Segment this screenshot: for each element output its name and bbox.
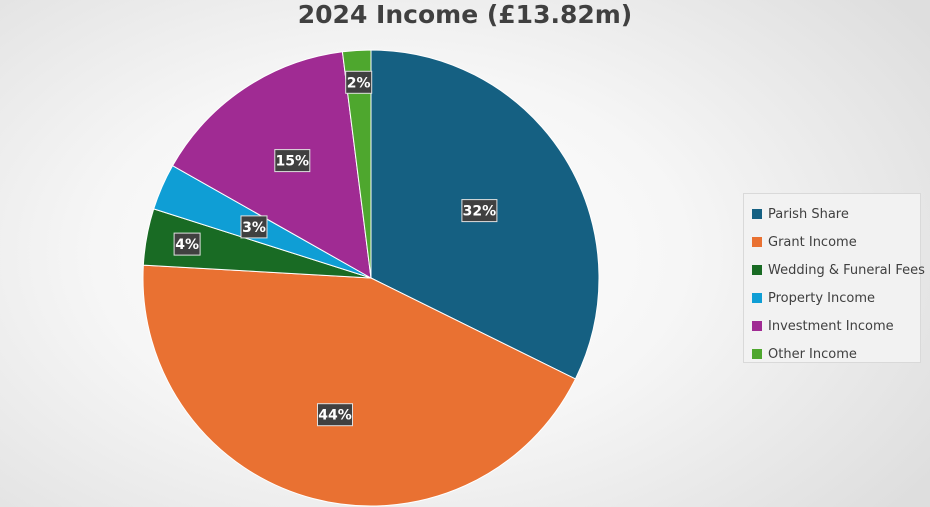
data-label-property-income: 3% [240, 215, 268, 239]
legend-label: Investment Income [768, 318, 894, 334]
legend-label: Grant Income [768, 234, 857, 250]
legend-swatch [752, 349, 762, 359]
svg-text:4%: 4% [175, 237, 199, 253]
data-label-wedding-and-funeral-fees: 4% [173, 232, 201, 256]
legend-label: Parish Share [768, 206, 849, 222]
pie-slices [142, 49, 600, 507]
svg-text:2%: 2% [347, 75, 371, 91]
legend-swatch [752, 209, 762, 219]
legend-item-parish-share: Parish Share [744, 200, 920, 228]
legend-label: Property Income [768, 290, 875, 306]
data-label-other-income: 2% [345, 70, 373, 94]
legend-swatch [752, 237, 762, 247]
pie-slice-investment-income [171, 51, 372, 279]
legend-swatch [752, 321, 762, 331]
legend-item-investment-income: Investment Income [744, 312, 920, 340]
legend-item-other-income: Other Income [744, 340, 920, 368]
svg-text:3%: 3% [242, 220, 266, 236]
chart-title: 2024 Income (£13.82m) [297, 0, 633, 29]
legend-swatch [752, 293, 762, 303]
data-label-parish-share: 32% [461, 199, 498, 223]
legend-item-wedding-and-funeral-fees: Wedding & Funeral Fees [744, 256, 925, 284]
pie-slice-grant-income [142, 264, 577, 507]
pie-slice-other-income [341, 49, 372, 279]
legend-item-grant-income: Grant Income [744, 228, 920, 256]
data-label-grant-income: 44% [317, 403, 353, 427]
svg-text:32%: 32% [463, 204, 497, 220]
svg-text:44%: 44% [318, 408, 352, 424]
legend-label: Wedding & Funeral Fees [768, 262, 925, 278]
data-label-investment-income: 15% [274, 149, 311, 173]
legend: Parish Share Grant Income Wedding & Funera… [743, 193, 925, 363]
legend-swatch [752, 265, 762, 275]
legend-label: Other Income [768, 346, 857, 362]
legend-item-property-income: Property Income [744, 284, 920, 312]
svg-text:15%: 15% [276, 154, 310, 170]
pie-data-labels: 32% 44% 4% 3% 15% 2% [173, 70, 498, 427]
